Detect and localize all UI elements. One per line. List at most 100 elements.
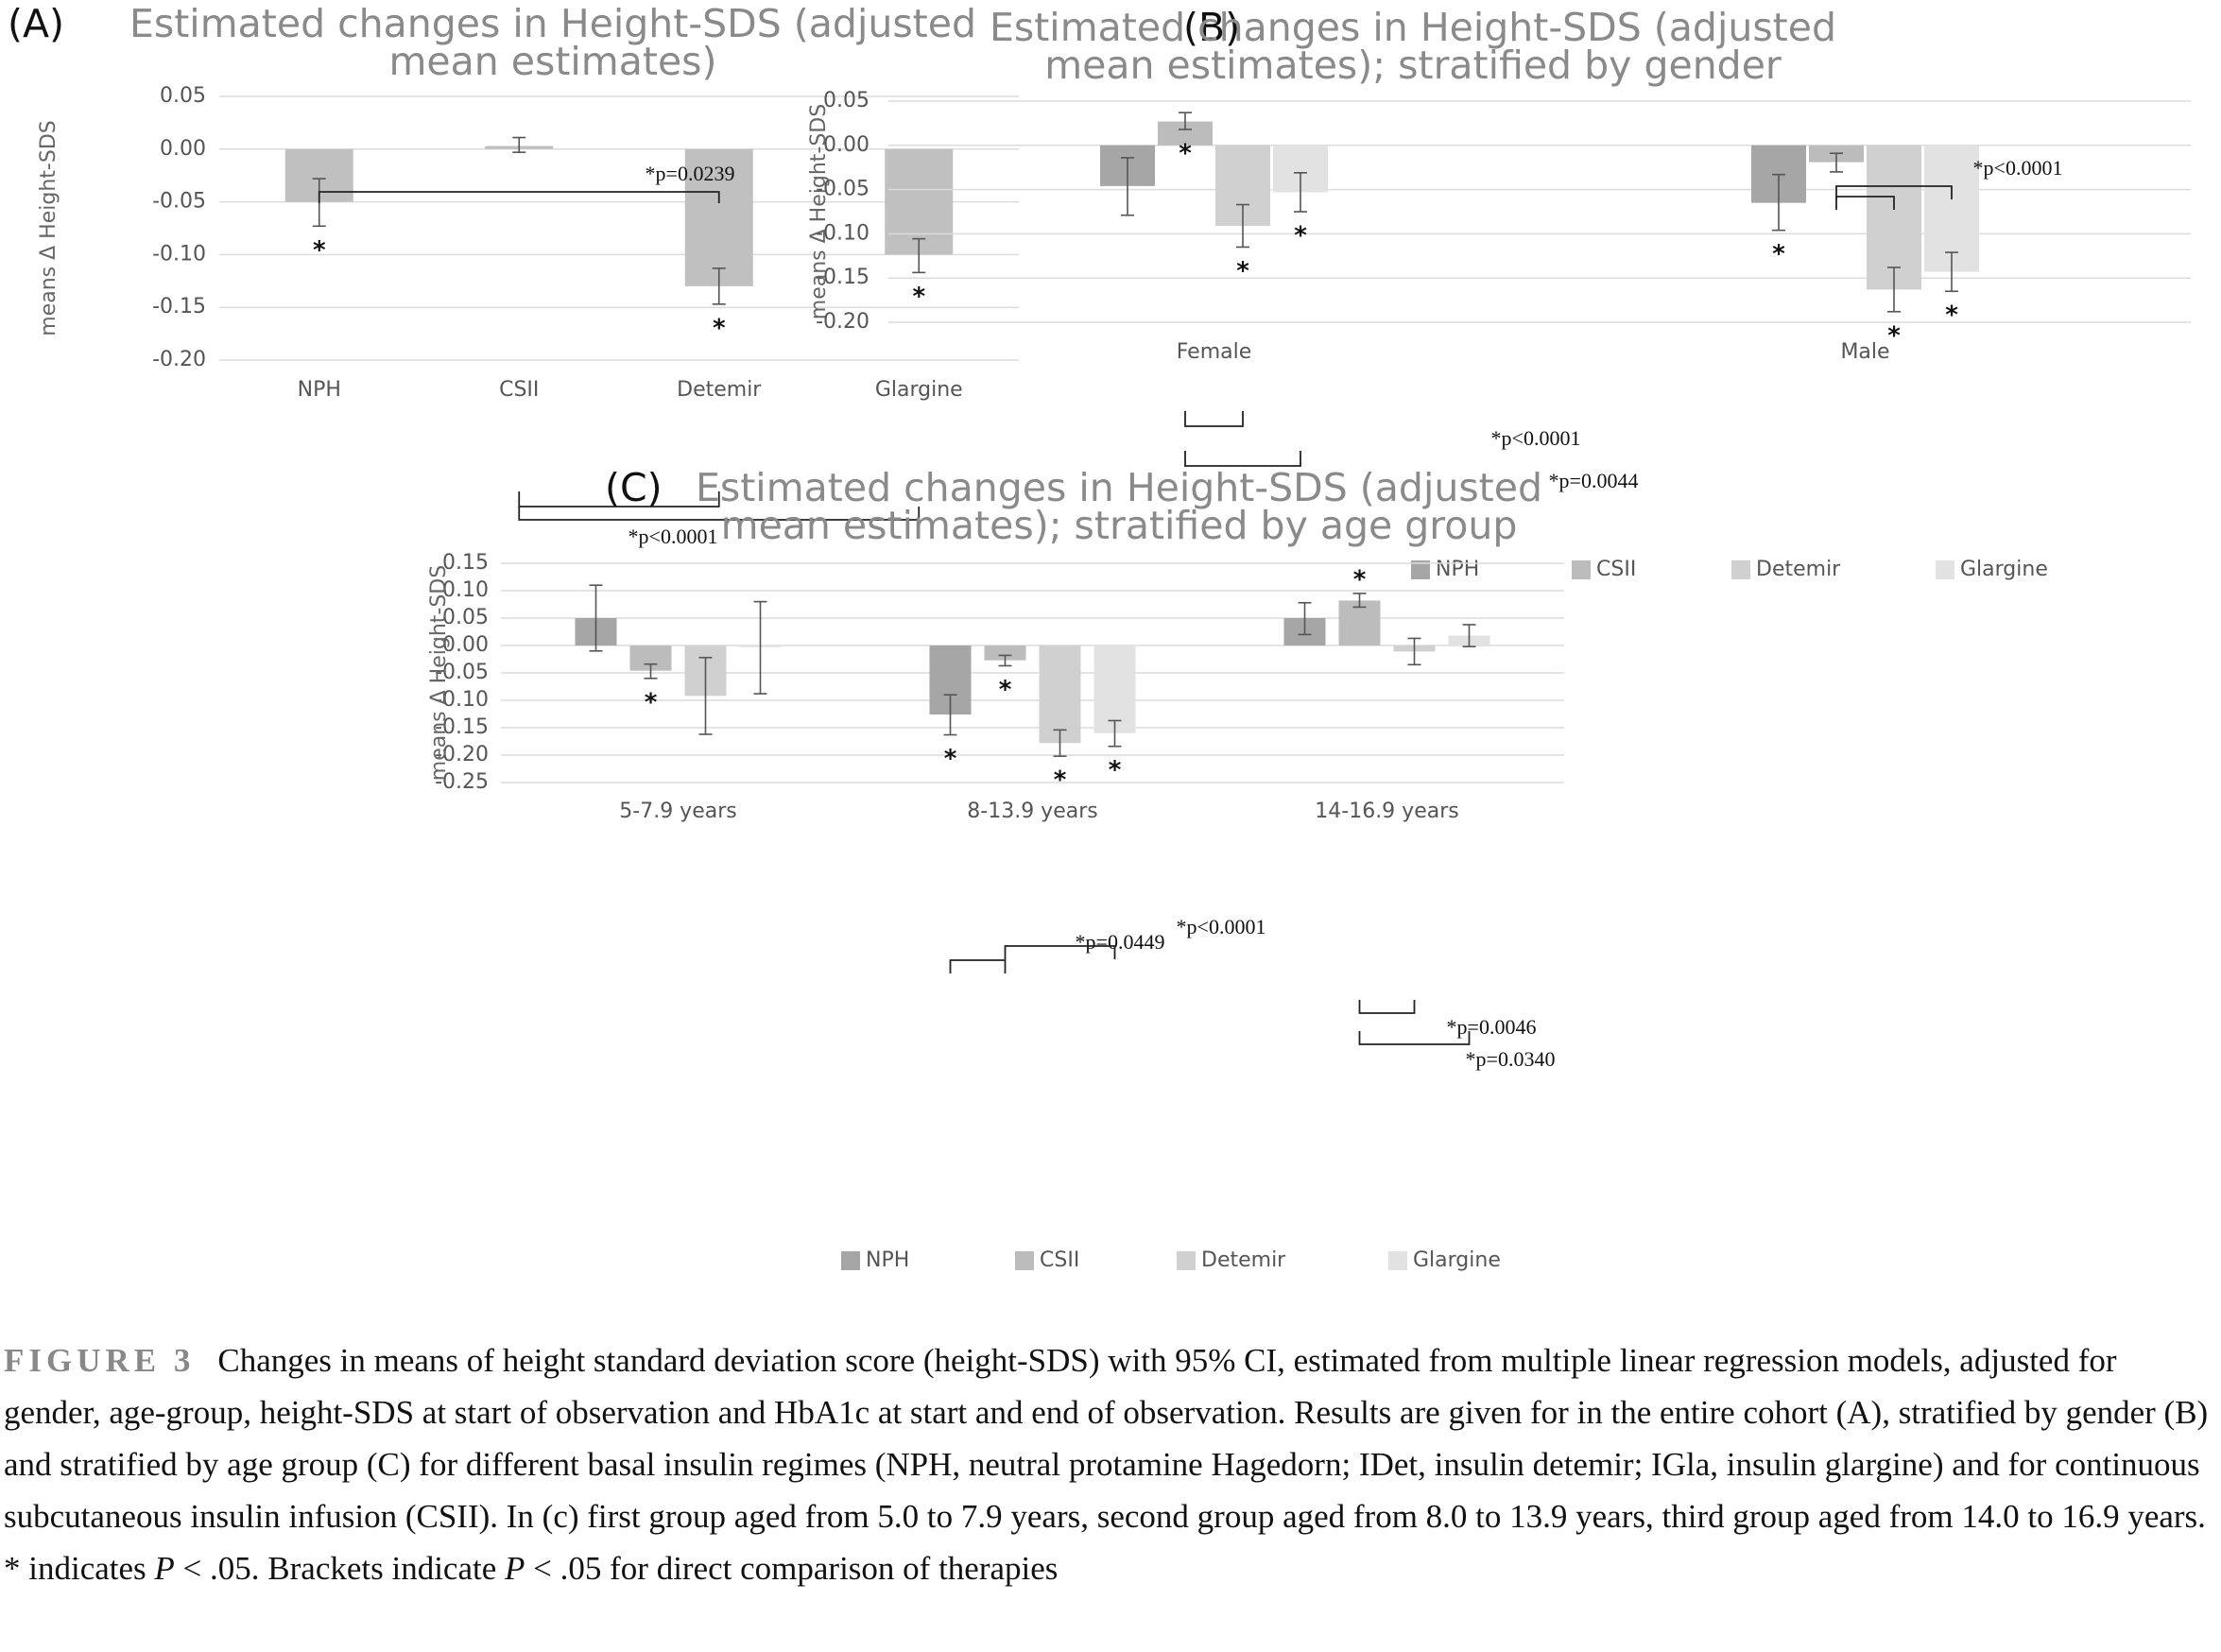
figure-caption: FIGURE 3 Changes in means of height stand… — [4, 1334, 2215, 1594]
panel-b-letter: (B) — [1183, 5, 1240, 50]
panel-a-significance-star: * — [713, 314, 726, 342]
panel-a-ylabel: means Δ Height-SDS — [37, 120, 60, 336]
panel-a-ytick-label: 0.00 — [160, 137, 206, 161]
caption-p-symbol-1: P — [154, 1550, 175, 1587]
panel-b-ylabel: means Δ Height-SDS — [807, 104, 831, 319]
panel-a-significance-star: * — [912, 283, 925, 311]
panel-c-significance-star: * — [999, 676, 1012, 704]
panel-b-comparison-bracket — [1835, 185, 1953, 199]
panel-c-comparison-bracket — [949, 959, 1007, 973]
panel-c-comparison-bracket — [1358, 1031, 1471, 1045]
panel-b-title-line-2: mean estimates); stratified by gender — [1044, 43, 1782, 88]
panel-a-bracket-label: *p<0.0001 — [628, 525, 718, 548]
panel-b-significance-star: * — [1945, 301, 1958, 330]
panel-b-ytick-label: -0.05 — [816, 178, 869, 201]
panel-a-comparison-bracket — [518, 507, 921, 521]
panel-c-legend-swatch-detemir — [1177, 1251, 1196, 1270]
caption-label: FIGURE 3 — [4, 1342, 196, 1379]
panel-b-legend-swatch-glargine — [1936, 560, 1954, 579]
panel-a-ytick-label: 0.05 — [160, 84, 206, 108]
panel-b-bracket-label: *p<0.0001 — [1973, 156, 2063, 180]
panel-b-significance-star: * — [1179, 139, 1192, 167]
panel-c-bar-csii — [1338, 600, 1381, 645]
panel-b-ytick-label: 0.00 — [823, 133, 869, 157]
panel-b-ytick-label: 0.05 — [823, 89, 869, 112]
caption-text-2: < .05. Brackets indicate — [174, 1550, 506, 1587]
panel-a-ytick-label: -0.20 — [152, 348, 206, 371]
panel-b-legend-label-nph: NPH — [1436, 558, 1479, 581]
panel-c-significance-star: * — [1353, 565, 1367, 594]
panel-c-ytick-label: -0.25 — [435, 770, 489, 794]
panel-b-title-line-1: Estimated changes in Height-SDS (adjuste… — [990, 5, 1836, 50]
panel-a-bracket-label: *p=0.0239 — [646, 162, 735, 185]
panel-a-category-label: Detemir — [677, 378, 762, 402]
panel-c-ytick-label: -0.20 — [435, 743, 489, 766]
panel-a-ytick-label: -0.10 — [152, 242, 206, 266]
caption-text-3: < .05 for direct comparison of therapies — [525, 1550, 1059, 1587]
panel-c-bar-glargine — [1093, 645, 1136, 733]
panel-a-comparison-bracket — [518, 491, 720, 508]
panel-b-legend-label-detemir: Detemir — [1756, 558, 1841, 581]
panel-a-comparison-bracket — [318, 191, 720, 203]
panel-b-legend-swatch-csii — [1572, 560, 1591, 579]
panel-c-letter: (C) — [605, 465, 663, 510]
panel-a-letter: (A) — [8, 1, 64, 46]
panel-c-legend-label-nph: NPH — [866, 1248, 909, 1272]
panel-a-significance-star: * — [313, 236, 326, 265]
panel-a-ytick-label: -0.15 — [152, 295, 206, 318]
caption-p-symbol-2: P — [505, 1550, 525, 1587]
panel-a-category-label: Glargine — [875, 378, 963, 402]
panel-c-legend-swatch-nph — [841, 1251, 860, 1270]
panel-c-bar-detemir — [1039, 645, 1081, 744]
panel-b-comparison-bracket — [1184, 451, 1301, 467]
panel-c-significance-star: * — [944, 745, 957, 773]
panel-c-category-label: 8-13.9 years — [967, 800, 1097, 823]
figure-3: (A) Estimated changes in Height-SDS (adju… — [8, 1, 2191, 1272]
panel-c-ytick-label: -0.10 — [435, 688, 489, 712]
panel-b-legend-label-glargine: Glargine — [1960, 558, 2048, 581]
panel-c-ytick-label: -0.05 — [435, 661, 489, 684]
panel-c-ytick-label: 0.00 — [442, 633, 489, 657]
panel-b-significance-star: * — [1294, 222, 1307, 250]
panel-c-legend-label-glargine: Glargine — [1413, 1248, 1501, 1272]
panel-c-legend-swatch-glargine — [1388, 1251, 1407, 1270]
panel-b-comparison-bracket — [1184, 411, 1244, 427]
panel-a-bar-glargine — [885, 148, 954, 255]
panel-c-bracket-label: *p=0.0449 — [1076, 930, 1165, 954]
panel-c-ytick-label: -0.15 — [435, 715, 489, 739]
panel-c-comparison-bracket — [1004, 945, 1116, 959]
panel-c-legend-label-csii: CSII — [1040, 1248, 1079, 1272]
panel-b-category-label: Male — [1840, 340, 1889, 364]
panel-a-title-line-1: Estimated changes in Height-SDS (adjuste… — [129, 1, 976, 46]
panel-c-bracket-label: *p<0.0001 — [1177, 915, 1266, 938]
panel-a-bar-detemir — [684, 148, 753, 286]
panel-a-ytick-label: -0.05 — [152, 190, 206, 214]
panel-c-significance-star: * — [1054, 766, 1067, 795]
panel-c-bar-csii — [984, 645, 1026, 661]
panel-c-ytick-label: 0.10 — [442, 578, 489, 602]
panel-c-legend-swatch-csii — [1015, 1251, 1034, 1270]
panel-c-comparison-bracket — [1358, 1000, 1416, 1014]
panel-a-category-label: CSII — [499, 378, 539, 402]
panel-b-bracket-label: *p<0.0001 — [1491, 426, 1581, 450]
panel-b-legend-swatch-detemir — [1731, 560, 1750, 579]
panel-c-ylabel: means Δ Height-SDS — [427, 565, 451, 781]
panel-b-ytick-label: -0.10 — [816, 221, 869, 245]
panel-b-bar-glargine — [1924, 145, 1979, 272]
panel-b-ytick-label: -0.15 — [816, 266, 869, 289]
panel-b-significance-star: * — [1772, 240, 1785, 268]
panel-c-significance-star: * — [1109, 756, 1122, 784]
panel-b-legend-label-csii: CSII — [1596, 558, 1636, 581]
caption-text-1: Changes in means of height standard devi… — [4, 1342, 2209, 1587]
panel-c-category-label: 5-7.9 years — [619, 800, 736, 823]
panel-b-significance-star: * — [1887, 321, 1901, 350]
panel-a-category-label: NPH — [298, 378, 341, 402]
panel-b-bracket-label: *p=0.0044 — [1549, 469, 1639, 492]
panel-c-category-label: 14-16.9 years — [1315, 800, 1458, 823]
panel-c-legend-label-detemir: Detemir — [1201, 1248, 1286, 1272]
panel-c-ytick-label: 0.15 — [442, 551, 489, 575]
panel-b-bar-detemir — [1867, 145, 1921, 290]
panel-c-ytick-label: 0.05 — [442, 606, 489, 629]
panel-c-bracket-label: *p=0.0340 — [1466, 1047, 1556, 1071]
panel-a-title-line-2: mean estimates) — [388, 39, 716, 84]
